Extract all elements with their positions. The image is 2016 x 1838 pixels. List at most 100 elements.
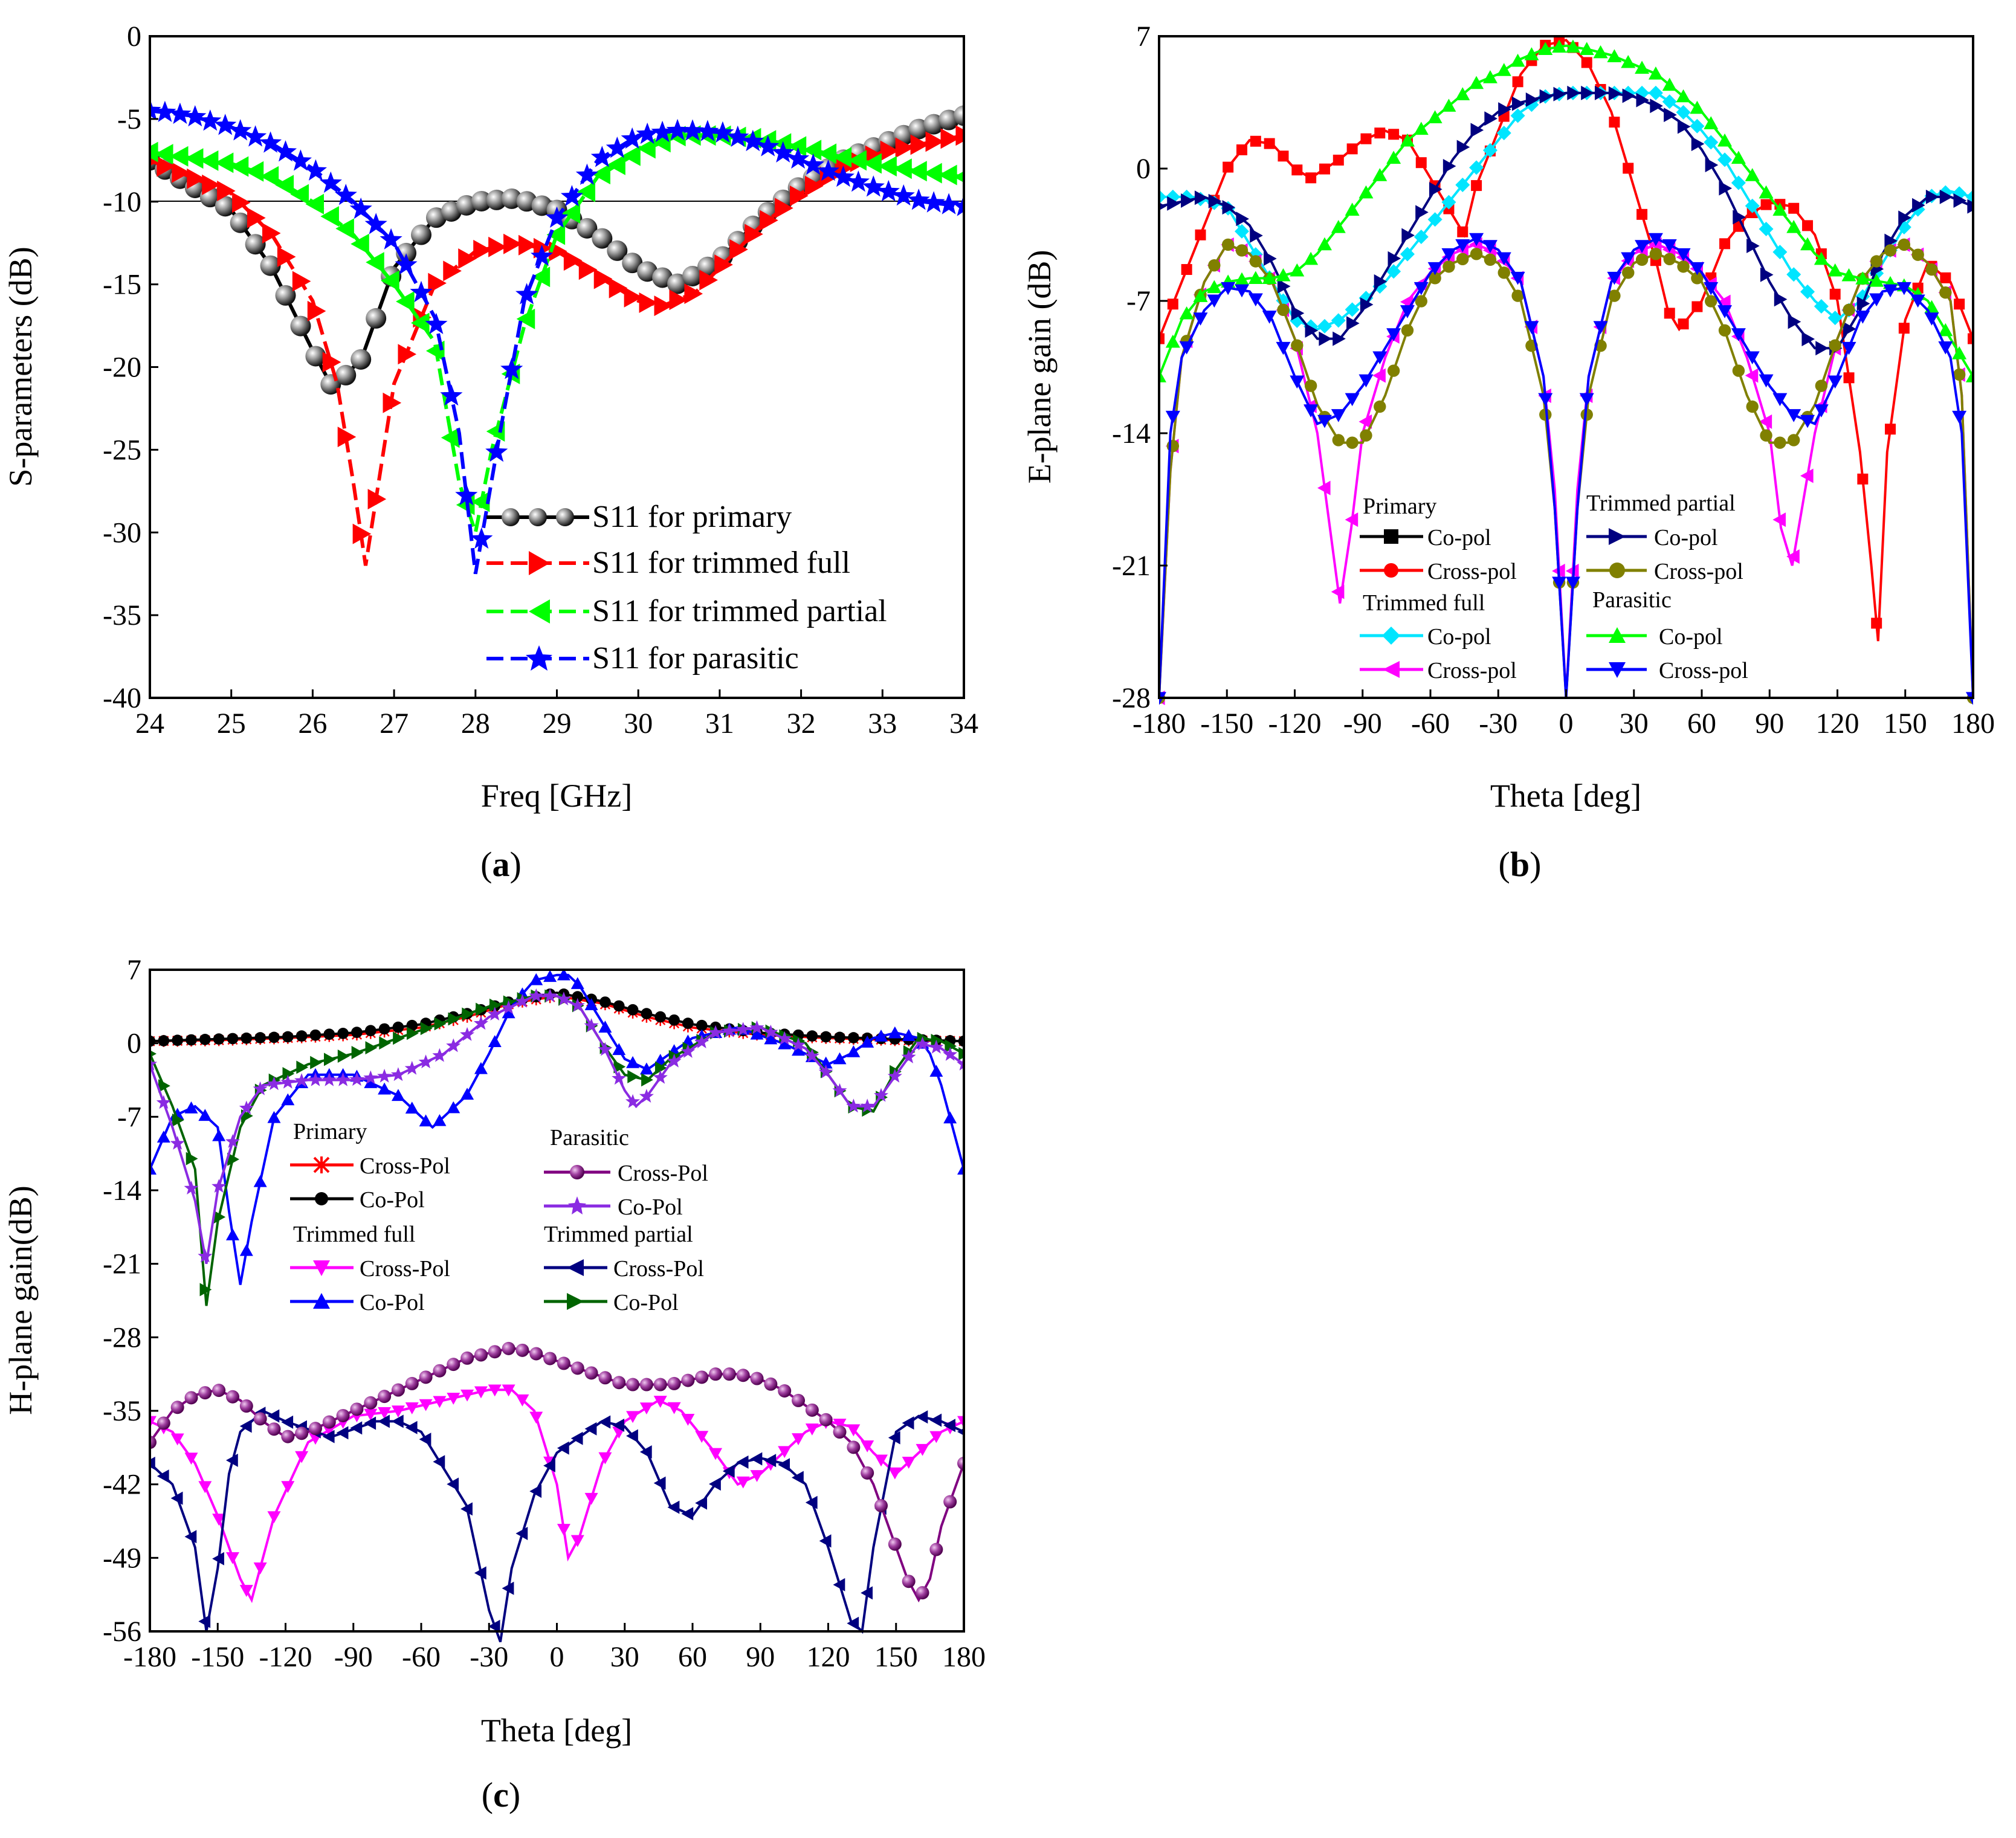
data-point-c-3 [433,1114,447,1126]
data-point-a-3 [741,129,764,152]
data-point-c-7 [791,1037,806,1051]
data-point-b-5 [1622,266,1635,279]
data-point-c-4 [150,1456,155,1470]
data-point-b-1 [1664,308,1675,319]
data-point-c-6 [709,1367,723,1381]
data-point-b-2 [1159,189,1166,204]
data-point-a-2 [381,270,399,291]
data-point-c-7 [612,1071,627,1085]
data-point-c-4 [225,1453,238,1467]
data-point-a-2 [637,138,656,159]
series-b-6 [1159,39,1973,382]
data-point-b-4 [1733,210,1746,225]
data-point-c-4 [792,1471,804,1485]
data-point-c-4 [833,1578,845,1591]
data-point-b-1 [1415,157,1427,169]
data-point-c-7 [225,1133,240,1148]
data-point-c-5 [945,1039,957,1053]
data-point-c-6 [515,1343,529,1357]
legend-marker-b-5 [1609,563,1625,578]
data-point-a-0 [351,349,372,370]
data-point-b-7 [1924,312,1939,326]
data-point-b-6 [1565,39,1580,53]
x-tick-label-b: -120 [1268,708,1322,740]
x-axis-title-a: Freq [GHz] [481,778,632,814]
data-point-b-7 [1427,262,1443,276]
data-point-c-2 [833,1418,847,1431]
data-point-c-7 [473,1016,488,1030]
data-point-c-1 [654,1011,667,1023]
data-point-c-7 [915,1036,930,1051]
data-point-a-3 [319,171,342,193]
data-point-a-2 [772,133,792,154]
data-point-b-4 [1443,159,1456,174]
data-point-c-6 [281,1430,295,1443]
data-point-b-2 [1427,212,1443,227]
legend-entry-b-4: Co-pol [1586,525,1718,550]
data-point-c-7 [846,1098,861,1113]
data-point-b-3 [1759,414,1772,429]
data-point-c-3 [474,1062,488,1074]
data-point-c-6 [447,1358,460,1372]
data-point-b-2 [1731,175,1746,190]
data-point-b-1 [1319,163,1330,175]
legend-group-b-trimmed-partial: Trimmed partial [1586,491,1736,516]
data-point-c-6 [819,1413,833,1427]
data-point-a-0 [592,228,613,249]
data-point-c-6 [750,1372,764,1385]
data-point-b-7 [1179,341,1194,355]
data-point-c-2 [916,1443,929,1456]
y-tick-label-c: -28 [103,1321,141,1353]
data-point-c-4 [239,1419,252,1433]
data-point-c-5 [434,1017,447,1031]
data-point-c-2 [225,1552,239,1564]
data-point-b-6 [1690,100,1705,114]
data-point-c-7 [418,1054,433,1069]
data-point-a-1 [458,248,477,269]
data-point-c-4 [681,1507,694,1521]
legend-label-c-6: Cross-Pol [618,1161,708,1186]
legend-entry-c-3: Co-Pol [290,1290,425,1315]
data-point-a-3 [922,191,945,213]
legend-entry-b-6: Co-pol [1586,624,1723,650]
data-point-a-3 [531,244,554,266]
data-point-b-4 [1539,89,1553,104]
data-point-b-4 [1705,158,1719,173]
legend-entry-c-4: Cross-Pol [544,1256,704,1282]
data-point-b-4 [1470,123,1484,138]
data-point-a-0 [486,189,507,210]
data-point-a-3 [485,440,508,462]
data-point-a-3 [169,102,192,124]
data-point-b-5 [1788,434,1800,447]
data-point-c-3 [184,1101,198,1114]
data-point-b-4 [1264,251,1277,266]
legend-label-c-0: Cross-Pol [360,1153,450,1179]
data-point-a-1 [775,198,793,219]
data-point-b-6 [1159,369,1166,382]
data-point-a-3 [772,141,795,163]
data-point-a-3 [274,140,297,162]
data-point-a-0 [682,265,703,286]
data-point-b-4 [1884,233,1898,248]
x-tick-label-c: -30 [470,1641,508,1673]
data-point-b-5 [1456,253,1469,266]
series-b-2 [1159,85,1973,334]
data-point-b-1 [1802,220,1814,231]
data-point-b-3 [1359,414,1372,429]
data-point-c-2 [888,1467,902,1480]
data-point-a-2 [184,148,204,169]
data-point-c-4 [502,1581,514,1595]
data-point-c-6 [239,1399,253,1413]
series-a-2 [150,125,964,540]
data-point-b-2 [1800,284,1815,299]
data-point-c-7 [763,1024,778,1039]
data-point-b-3 [1772,512,1786,527]
data-point-c-4 [722,1464,735,1478]
legend-marker-b-0 [1384,529,1398,544]
y-tick-label-c: -35 [103,1395,141,1427]
data-point-a-1 [835,157,854,178]
data-point-c-4 [598,1415,611,1429]
data-point-a-1 [955,125,964,146]
data-point-a-2 [939,164,957,185]
data-point-b-5 [1829,339,1841,352]
